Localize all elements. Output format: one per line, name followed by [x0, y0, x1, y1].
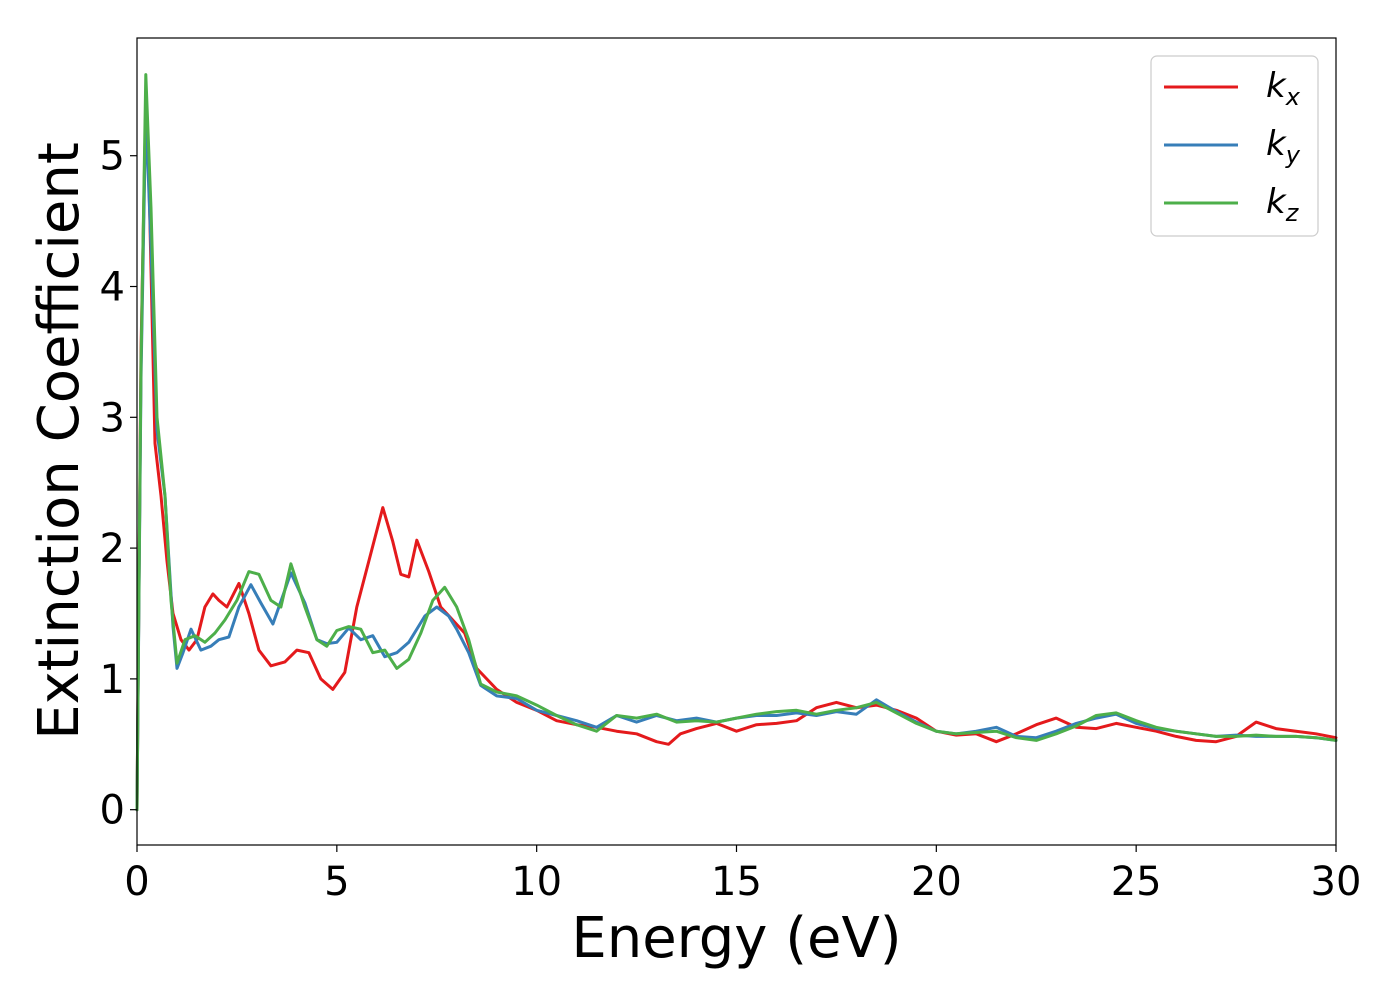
series-line-kx [135, 99, 1338, 812]
y-tick-label: 5 [100, 134, 125, 180]
y-tick-label: 0 [100, 788, 125, 834]
legend-label-ky: ky [1266, 124, 1301, 169]
y-tick-label: 1 [100, 657, 125, 703]
x-tick-label: 25 [1111, 859, 1162, 905]
y-tick-label: 4 [100, 265, 125, 311]
x-tick-label: 5 [324, 859, 349, 905]
x-axis-label: Energy (eV) [571, 906, 901, 971]
y-tick-label: 2 [100, 526, 125, 572]
x-tick-label: 30 [1311, 859, 1362, 905]
ticks-layer: 0 5 10 15 20 25 30 0 1 2 3 4 5 [100, 134, 1362, 905]
legend-label-kz: kz [1266, 182, 1300, 227]
series-line-kz [135, 73, 1338, 812]
y-tick-label: 3 [100, 395, 125, 441]
x-tick-label: 20 [911, 859, 962, 905]
x-tick-label: 0 [124, 859, 149, 905]
legend-label-kx: kx [1266, 66, 1301, 111]
y-axis-label: Extinction Coefficient [27, 142, 92, 740]
x-tick-label: 10 [511, 859, 562, 905]
series-layer [135, 73, 1338, 812]
legend: kx ky kz [1150, 55, 1319, 237]
series-line-ky [135, 108, 1338, 812]
x-tick-label: 15 [711, 859, 762, 905]
